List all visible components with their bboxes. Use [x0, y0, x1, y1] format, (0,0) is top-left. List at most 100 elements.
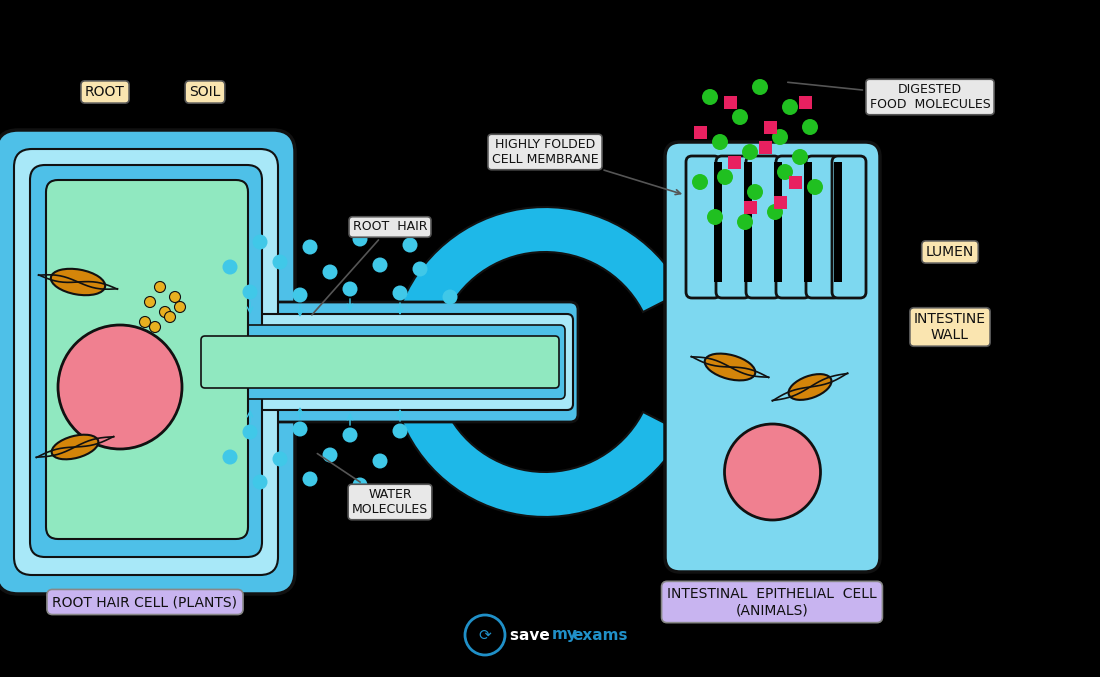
Circle shape [352, 477, 367, 492]
Circle shape [742, 144, 758, 160]
Circle shape [322, 447, 338, 462]
Text: ROOT HAIR CELL (PLANTS): ROOT HAIR CELL (PLANTS) [53, 595, 238, 609]
Circle shape [737, 214, 754, 230]
Ellipse shape [52, 435, 98, 459]
FancyBboxPatch shape [744, 162, 752, 282]
Bar [724, 95, 737, 108]
Text: LUMEN: LUMEN [926, 245, 975, 259]
Ellipse shape [705, 353, 756, 380]
Circle shape [777, 164, 793, 180]
Text: ⟳: ⟳ [478, 628, 492, 642]
Circle shape [165, 311, 176, 322]
FancyBboxPatch shape [714, 162, 722, 282]
Text: ROOT  HAIR: ROOT HAIR [311, 221, 427, 315]
FancyBboxPatch shape [834, 162, 842, 282]
Circle shape [160, 307, 170, 318]
Circle shape [222, 450, 238, 464]
Text: ROOT: ROOT [85, 85, 125, 99]
Text: INTESTINE
WALL: INTESTINE WALL [914, 312, 986, 342]
Circle shape [442, 290, 458, 305]
Circle shape [403, 238, 418, 253]
FancyBboxPatch shape [686, 156, 720, 298]
Text: my: my [552, 628, 578, 642]
Circle shape [253, 234, 267, 250]
Circle shape [772, 129, 788, 145]
Circle shape [792, 149, 808, 165]
Bar [773, 196, 786, 209]
Circle shape [807, 179, 823, 195]
Circle shape [732, 109, 748, 125]
Circle shape [373, 454, 387, 468]
Circle shape [752, 79, 768, 95]
Circle shape [412, 261, 428, 276]
Circle shape [144, 297, 155, 307]
FancyBboxPatch shape [806, 156, 840, 298]
Circle shape [692, 174, 708, 190]
Circle shape [302, 240, 318, 255]
Circle shape [222, 259, 238, 274]
Circle shape [393, 286, 407, 301]
Text: HIGHLY FOLDED
CELL MEMBRANE: HIGHLY FOLDED CELL MEMBRANE [492, 138, 681, 194]
FancyBboxPatch shape [804, 162, 812, 282]
Circle shape [767, 204, 783, 220]
Circle shape [154, 282, 165, 292]
Ellipse shape [789, 374, 832, 400]
Ellipse shape [51, 269, 106, 295]
Polygon shape [390, 207, 683, 517]
Circle shape [393, 424, 407, 439]
Circle shape [802, 119, 818, 135]
FancyBboxPatch shape [716, 156, 750, 298]
Bar [789, 175, 802, 188]
Circle shape [342, 427, 358, 443]
Circle shape [293, 288, 308, 303]
Circle shape [712, 134, 728, 150]
FancyBboxPatch shape [832, 156, 866, 298]
Circle shape [373, 257, 387, 273]
Bar [693, 125, 706, 139]
Circle shape [150, 322, 161, 332]
FancyBboxPatch shape [182, 302, 578, 422]
Circle shape [58, 325, 182, 449]
Text: DIGESTED
FOOD  MOLECULES: DIGESTED FOOD MOLECULES [788, 83, 990, 111]
Circle shape [242, 424, 257, 439]
Bar [799, 95, 812, 108]
Circle shape [175, 301, 186, 313]
Circle shape [253, 475, 267, 489]
Circle shape [782, 99, 797, 115]
Text: INTESTINAL  EPITHELIAL  CELL
(ANIMALS): INTESTINAL EPITHELIAL CELL (ANIMALS) [667, 587, 877, 617]
Circle shape [747, 184, 763, 200]
Circle shape [302, 471, 318, 487]
FancyBboxPatch shape [30, 165, 262, 557]
FancyBboxPatch shape [189, 314, 573, 410]
FancyBboxPatch shape [746, 156, 780, 298]
FancyBboxPatch shape [195, 325, 565, 399]
Circle shape [140, 317, 151, 328]
FancyBboxPatch shape [0, 130, 295, 594]
Bar [759, 141, 771, 154]
Circle shape [707, 209, 723, 225]
Circle shape [273, 255, 287, 269]
Circle shape [717, 169, 733, 185]
Circle shape [273, 452, 287, 466]
FancyBboxPatch shape [46, 180, 248, 539]
Circle shape [293, 422, 308, 437]
FancyBboxPatch shape [14, 149, 278, 575]
Circle shape [352, 232, 367, 246]
Circle shape [725, 424, 821, 520]
Circle shape [342, 282, 358, 297]
Circle shape [702, 89, 718, 105]
FancyBboxPatch shape [776, 156, 810, 298]
FancyBboxPatch shape [774, 162, 782, 282]
Circle shape [242, 284, 257, 299]
Text: WATER
MOLECULES: WATER MOLECULES [317, 454, 428, 516]
FancyBboxPatch shape [201, 336, 559, 388]
Text: exams: exams [572, 628, 627, 642]
Circle shape [169, 292, 180, 303]
Text: save: save [510, 628, 556, 642]
FancyBboxPatch shape [666, 142, 880, 572]
Bar [763, 121, 777, 133]
Circle shape [322, 265, 338, 280]
Text: SOIL: SOIL [189, 85, 221, 99]
Bar [744, 200, 757, 213]
Bar [728, 156, 741, 169]
